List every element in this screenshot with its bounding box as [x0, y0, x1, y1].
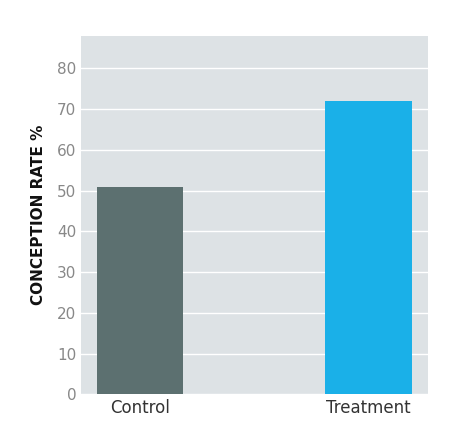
Bar [97, 186, 184, 394]
Bar [325, 101, 412, 394]
Y-axis label: CONCEPTION RATE %: CONCEPTION RATE % [31, 125, 45, 305]
